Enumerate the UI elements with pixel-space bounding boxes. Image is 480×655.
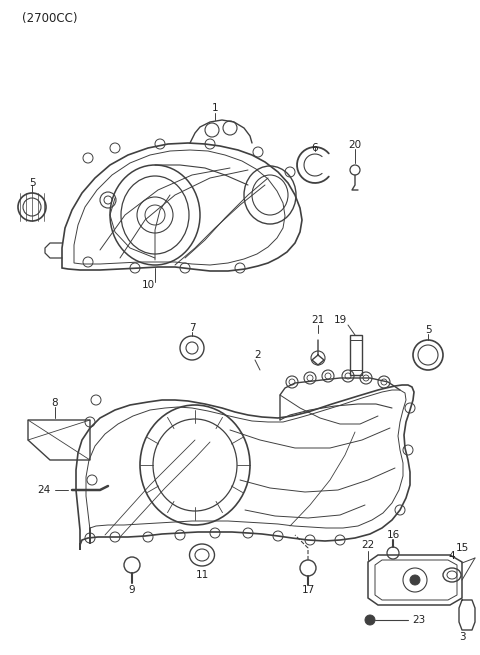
Circle shape xyxy=(365,615,375,625)
Text: 3: 3 xyxy=(459,632,465,642)
Text: 1: 1 xyxy=(212,103,218,113)
Text: 6: 6 xyxy=(312,143,318,153)
Circle shape xyxy=(410,575,420,585)
Text: 11: 11 xyxy=(195,570,209,580)
Text: 21: 21 xyxy=(312,315,324,325)
Text: 20: 20 xyxy=(348,140,361,150)
Text: 9: 9 xyxy=(129,585,135,595)
Text: 2: 2 xyxy=(255,350,261,360)
Text: 10: 10 xyxy=(142,280,155,290)
Text: 19: 19 xyxy=(334,315,347,325)
Text: 8: 8 xyxy=(52,398,58,408)
Text: 17: 17 xyxy=(301,585,314,595)
Text: 23: 23 xyxy=(412,615,425,625)
Text: 15: 15 xyxy=(456,543,468,553)
Text: 7: 7 xyxy=(189,323,195,333)
Text: 22: 22 xyxy=(361,540,374,550)
Text: (2700CC): (2700CC) xyxy=(22,12,77,25)
Text: 24: 24 xyxy=(37,485,50,495)
Text: 16: 16 xyxy=(386,530,400,540)
Text: 5: 5 xyxy=(29,178,36,188)
Text: 4: 4 xyxy=(449,551,456,561)
Text: 5: 5 xyxy=(425,325,432,335)
